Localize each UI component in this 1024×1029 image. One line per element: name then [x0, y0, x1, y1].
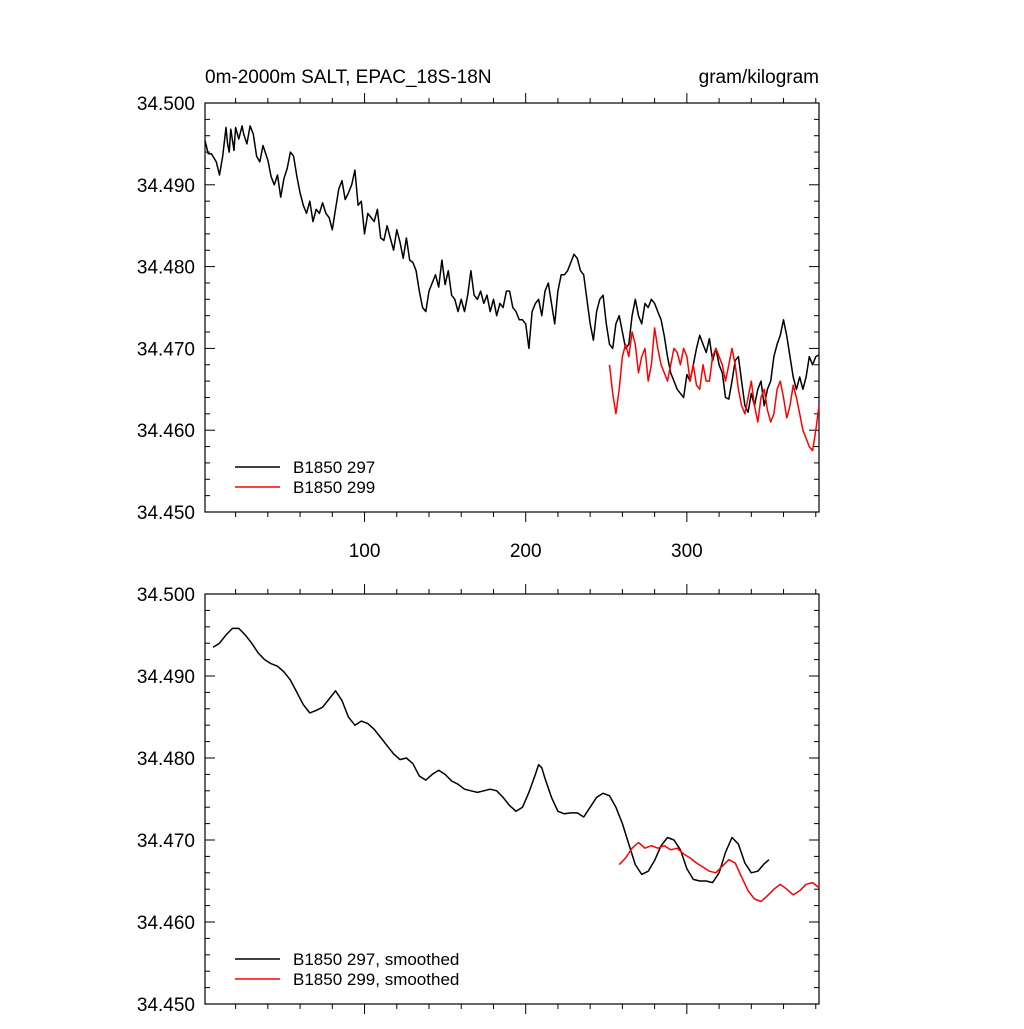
panel-2-series-1-line — [212, 627, 770, 884]
panel-1-y-tick-label: 34.450 — [137, 503, 195, 524]
panel-1-legend-label-1: B1850 297 — [293, 458, 375, 477]
panel-2-y-tick-label: 34.450 — [137, 995, 195, 1016]
panel-1-x-tick-label: 200 — [510, 541, 542, 562]
panel-2-y-tick-label: 34.500 — [137, 585, 195, 606]
panel-1-legend-label-2: B1850 299 — [293, 478, 375, 497]
panel-2-series-2-line — [618, 841, 820, 903]
panel-1-y-tick-label: 34.460 — [137, 421, 195, 442]
panel-2-legend-label-2: B1850 299, smoothed — [293, 970, 459, 989]
panel-2-plot-frame — [204, 593, 820, 1005]
panel-1-series-2-line — [608, 327, 820, 452]
panel-1-title: 0m-2000m SALT, EPAC_18S-18N — [205, 67, 492, 88]
panel-1-y-tick-label: 34.480 — [137, 258, 195, 279]
panel-1: 34.450 34.460 34.470 34.480 34.490 34.500 100 2… — [137, 67, 820, 562]
panel-1-series-1-line — [204, 125, 820, 413]
panel-1-y-tick-label: 34.490 — [137, 176, 195, 197]
panel-2-y-tick-label: 34.460 — [137, 913, 195, 934]
panel-2-y-tick-label: 34.490 — [137, 667, 195, 688]
panel-1-y-tick-label: 34.500 — [137, 94, 195, 115]
panel-1-x-tick-label: 300 — [671, 541, 703, 562]
panel-2-y-tick-label: 34.470 — [137, 831, 195, 852]
panel-2-legend-label-1: B1850 297, smoothed — [293, 950, 459, 969]
panel-1-plot-frame — [204, 102, 820, 513]
panel-2: 34.450 34.460 34.470 34.480 34.490 34.500 B185… — [137, 584, 820, 1016]
panel-2-y-tick-label: 34.480 — [137, 749, 195, 770]
panel-1-y-tick-label: 34.470 — [137, 339, 195, 360]
panel-1-units-label: gram/kilogram — [699, 67, 819, 88]
panel-1-x-tick-label: 100 — [349, 541, 381, 562]
